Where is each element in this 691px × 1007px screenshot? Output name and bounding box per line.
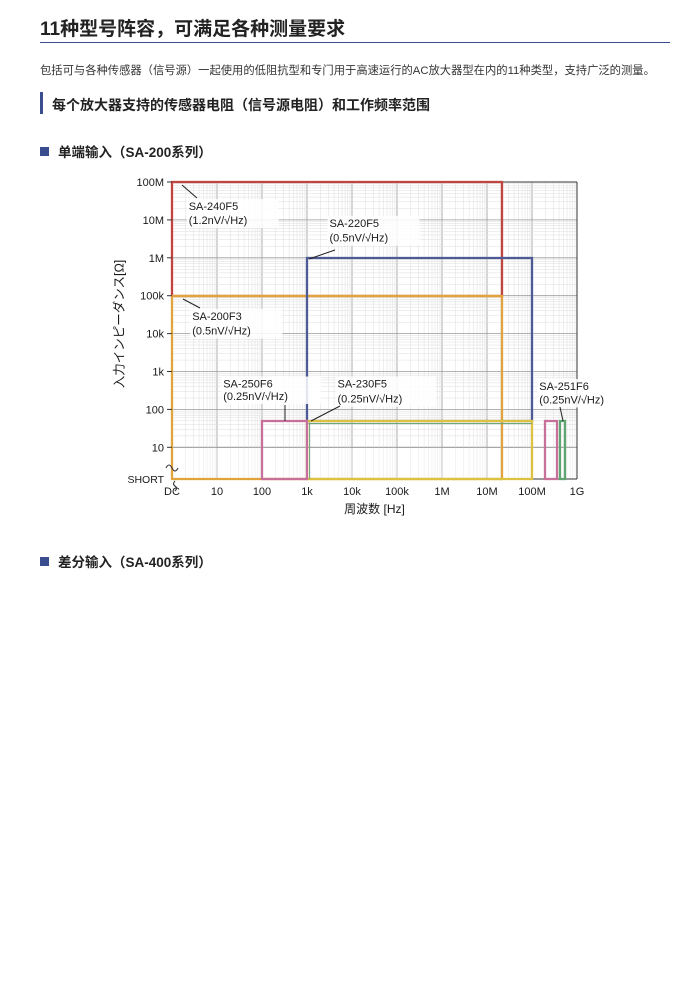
svg-text:(1.2nV/√Hz): (1.2nV/√Hz) <box>189 215 248 227</box>
svg-text:SA-250F6: SA-250F6 <box>223 379 273 391</box>
svg-text:10M: 10M <box>476 486 497 498</box>
svg-text:100: 100 <box>253 486 271 498</box>
svg-text:SA-240F5: SA-240F5 <box>189 201 239 213</box>
svg-text:入力インピーダンス[Ω]: 入力インピーダンス[Ω] <box>112 260 127 389</box>
svg-text:1M: 1M <box>149 253 164 265</box>
svg-text:1k: 1k <box>301 486 313 498</box>
svg-text:100k: 100k <box>385 486 409 498</box>
svg-text:100M: 100M <box>518 486 546 498</box>
svg-text:(0.25nV/√Hz): (0.25nV/√Hz) <box>223 391 288 403</box>
svg-text:(0.25nV/√Hz): (0.25nV/√Hz) <box>539 395 604 407</box>
svg-text:SA-251F6: SA-251F6 <box>539 381 589 393</box>
svg-text:10k: 10k <box>146 329 164 341</box>
svg-text:10: 10 <box>152 442 164 454</box>
svg-text:SA-220F5: SA-220F5 <box>330 218 380 230</box>
svg-text:周波数 [Hz]: 周波数 [Hz] <box>344 501 405 516</box>
svg-text:SHORT: SHORT <box>127 474 164 486</box>
svg-text:SA-200F3: SA-200F3 <box>192 311 242 323</box>
svg-text:10: 10 <box>211 486 223 498</box>
svg-text:100M: 100M <box>136 177 164 189</box>
svg-text:10k: 10k <box>343 486 361 498</box>
svg-text:(0.5nV/√Hz): (0.5nV/√Hz) <box>330 233 389 245</box>
svg-text:100: 100 <box>146 404 164 416</box>
svg-text:SA-230F5: SA-230F5 <box>338 379 388 391</box>
svg-text:DC: DC <box>164 486 180 498</box>
svg-text:(0.5nV/√Hz): (0.5nV/√Hz) <box>192 326 251 338</box>
svg-text:(0.25nV/√Hz): (0.25nV/√Hz) <box>338 394 403 406</box>
svg-text:1k: 1k <box>152 367 164 379</box>
svg-text:1M: 1M <box>434 486 449 498</box>
svg-text:100k: 100k <box>140 291 164 303</box>
svg-text:10M: 10M <box>143 215 164 227</box>
svg-text:1G: 1G <box>570 486 585 498</box>
